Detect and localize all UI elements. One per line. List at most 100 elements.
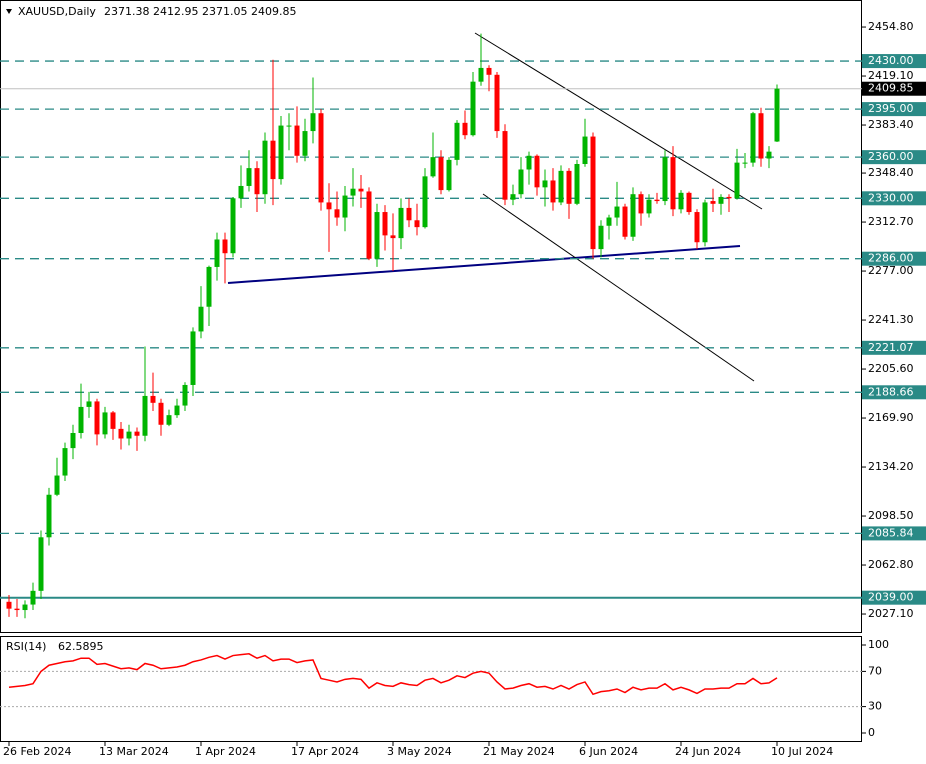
y-tick-label: 2062.80 [868,558,914,571]
candle-body [78,406,84,433]
candle-body [286,125,292,127]
level-label: 2085.84 [868,526,914,539]
candle-body [558,170,564,203]
candle-body [126,431,132,439]
level-label-box [862,191,926,206]
candle-body [414,220,420,228]
level-label: 2395.00 [868,102,914,115]
rsi-tick-label: 30 [868,700,882,713]
candle-body [30,590,36,605]
candle-body [486,67,492,75]
candle-body [710,201,716,204]
candle-body [182,384,188,406]
x-tick-label: 10 Jul 2024 [771,745,833,758]
candle-body [406,207,412,221]
x-tick-label: 6 Jun 2024 [579,745,638,758]
candle-body [190,331,196,385]
level-label-box [862,54,926,69]
candle-body [670,157,676,210]
candle-body [382,212,388,236]
x-tick-label: 24 Jun 2024 [675,745,741,758]
candle-body [470,81,476,136]
candle-body [334,209,340,218]
candle-body [646,199,652,214]
level-label-box [862,251,926,266]
y-tick-label: 2454.80 [868,20,914,33]
candle-body [750,113,756,163]
y-tick-label: 2027.10 [868,607,914,620]
candle-body [230,198,236,254]
candle-body [398,207,404,239]
candle-body [342,195,348,218]
level-label: 2360.00 [868,150,914,163]
candle-body [174,405,180,416]
candle-body [358,188,364,192]
candle-body [526,155,532,170]
candle-body [510,194,516,200]
high-value: 2412.95 [153,5,199,18]
candle-body [734,162,740,199]
candle-body [158,402,164,425]
candle-body [758,113,764,159]
y-tick-label: 2169.90 [868,411,914,424]
candle-body [718,196,724,204]
rsi-tick-label: 100 [868,638,889,651]
candle-body [366,191,372,259]
rsi-name: RSI(14) [6,640,46,653]
candle-body [102,412,108,435]
x-tick-label: 13 Mar 2024 [99,745,169,758]
close-value: 2409.85 [251,5,297,18]
channel-upper [474,32,763,210]
candle-body [566,170,572,204]
candle-body [598,225,604,250]
candle-body [422,176,428,228]
low-value: 2371.05 [202,5,248,18]
candle-body [446,159,452,191]
candle-body [70,432,76,449]
candle-body [726,196,732,199]
candle-body [54,475,60,495]
candle-body [326,202,332,210]
candle-body [374,212,380,259]
candle-body [534,155,540,188]
y-tick-label: 2205.60 [868,362,914,375]
candle-body [582,136,588,165]
candle-body [462,122,468,136]
candle-body [606,217,612,226]
x-tick-label: 3 May 2024 [387,745,452,758]
candle-body [238,185,244,199]
candle-body [622,206,628,237]
candle-body [246,168,252,186]
rsi-line [8,653,778,696]
y-tick-label: 2348.40 [868,166,914,179]
price-pane-border [0,0,862,633]
candle-body [94,401,100,435]
level-label-box [862,150,926,165]
y-tick-label: 2098.50 [868,509,914,522]
level-label: 2286.00 [868,252,914,265]
channel-lower [482,193,755,382]
candle-body [14,608,20,611]
rsi-tick-label: 0 [868,726,875,739]
y-tick-label: 2419.10 [868,69,914,82]
candle-body [590,136,596,250]
rsi-pane-border [0,636,862,742]
candle-body [678,192,684,210]
candle-body [766,151,772,159]
candle-body [254,168,260,195]
candle-body [478,67,484,82]
candle-body [318,113,324,203]
candle-body [38,537,44,591]
candle-body [694,212,700,243]
x-tick-label: 1 Apr 2024 [195,745,256,758]
current-price-label: 2409.85 [868,82,914,95]
candle-body [310,113,316,132]
candle-body [686,192,692,213]
candle-body [294,125,300,156]
candle-body [118,428,124,439]
candle-body [518,169,524,195]
candle-body [502,131,508,200]
y-tick-label: 2277.00 [868,264,914,277]
candle-body [166,415,172,425]
